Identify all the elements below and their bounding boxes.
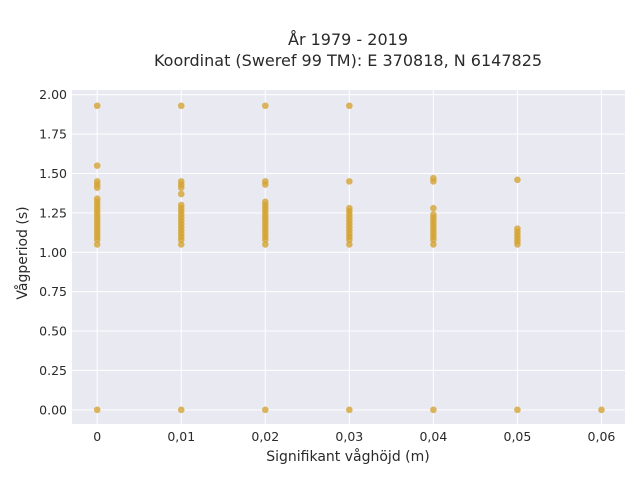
data-point xyxy=(261,102,269,110)
x-tick-label: 0,03 xyxy=(335,429,363,444)
data-point xyxy=(177,241,185,248)
data-point xyxy=(93,178,101,185)
y-tick-label: 1.00 xyxy=(39,245,67,260)
data-point xyxy=(430,204,437,212)
x-tick-label: 0,04 xyxy=(419,429,447,444)
y-tick-label: 0.25 xyxy=(39,363,67,378)
x-axis-ticks: 0 0,01 0,02 0,03 0,04 0,05 0,06 xyxy=(93,429,615,444)
data-point xyxy=(430,406,437,414)
y-tick-label: 1.50 xyxy=(39,166,67,181)
y-axis-ticks: 0.00 0.25 0.50 0.75 1.00 1.25 1.50 1.75 2.00 xyxy=(39,87,67,417)
y-tick-label: 1.25 xyxy=(39,205,67,220)
data-point xyxy=(430,241,437,248)
data-point xyxy=(177,201,185,209)
x-tick-label: 0,02 xyxy=(251,429,279,444)
y-tick-label: 0.00 xyxy=(39,402,67,417)
x-tick-label: 0,05 xyxy=(504,429,532,444)
data-point xyxy=(177,190,185,198)
x-tick-label: 0 xyxy=(93,429,101,444)
data-point xyxy=(93,406,101,414)
data-point xyxy=(177,178,185,185)
data-point xyxy=(346,102,353,110)
data-point xyxy=(430,211,437,218)
data-point xyxy=(93,162,101,169)
data-point xyxy=(261,178,269,185)
x-tick-label: 0,01 xyxy=(167,429,195,444)
y-tick-label: 2.00 xyxy=(39,87,67,102)
data-point xyxy=(93,195,101,203)
data-point xyxy=(346,178,353,185)
data-points xyxy=(93,102,605,414)
x-axis-label: Signifikant våghöjd (m) xyxy=(266,448,429,465)
data-point xyxy=(430,174,437,182)
data-point xyxy=(514,176,521,184)
data-point xyxy=(177,102,185,110)
y-tick-label: 0.50 xyxy=(39,324,67,339)
data-point xyxy=(261,406,269,414)
plot-area xyxy=(72,90,625,424)
chart-subtitle: Koordinat (Sweref 99 TM): E 370818, N 61… xyxy=(154,51,542,70)
data-point xyxy=(346,406,353,414)
data-point xyxy=(261,241,269,248)
data-point xyxy=(514,225,521,232)
data-point xyxy=(346,241,353,248)
data-point xyxy=(598,406,605,414)
data-point xyxy=(93,102,101,110)
data-point xyxy=(514,406,521,414)
y-tick-label: 1.75 xyxy=(39,127,67,142)
y-axis-label: Vågperiod (s) xyxy=(14,206,31,299)
data-point xyxy=(346,204,353,212)
data-point xyxy=(261,198,269,206)
x-tick-label: 0,06 xyxy=(588,429,616,444)
data-point xyxy=(93,241,101,248)
chart-title: År 1979 - 2019 xyxy=(288,30,408,49)
data-point xyxy=(177,406,185,414)
y-tick-label: 0.75 xyxy=(39,284,67,299)
